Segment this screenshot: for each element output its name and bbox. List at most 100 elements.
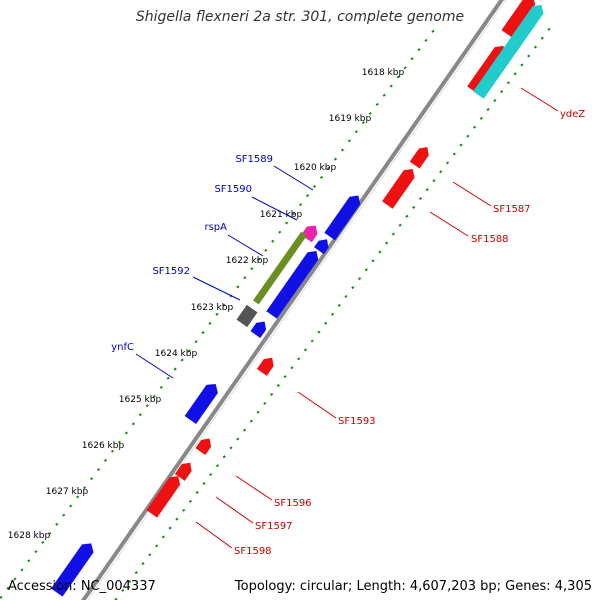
tick-mark-inner bbox=[229, 446, 233, 450]
tick-mark-inner bbox=[405, 214, 409, 218]
tick-mark-inner bbox=[445, 161, 450, 165]
tick-mark-inner bbox=[527, 54, 531, 58]
tick-mark-inner bbox=[466, 134, 470, 138]
tick-mark-inner bbox=[161, 535, 165, 539]
gene-arrow-sf1593-shape bbox=[256, 357, 274, 376]
tick-mark-inner bbox=[134, 571, 138, 575]
tick-mark-outer bbox=[76, 495, 80, 499]
tick-mark-outer bbox=[382, 93, 386, 97]
tick-mark-outer bbox=[180, 358, 184, 362]
tick-mark-outer bbox=[83, 486, 87, 490]
tick-mark-inner bbox=[547, 27, 551, 31]
tick-mark-inner bbox=[303, 348, 308, 352]
tick-mark-inner bbox=[500, 90, 504, 94]
backbone-line bbox=[81, 0, 504, 600]
tick-mark-outer bbox=[396, 75, 400, 79]
tick-mark-outer bbox=[138, 413, 142, 417]
tick-mark-inner bbox=[317, 330, 321, 334]
tick-label: 1622 kbp bbox=[226, 256, 269, 266]
tick-mark-inner bbox=[432, 179, 436, 183]
gene-arrow-rspa-shape bbox=[266, 251, 319, 319]
gene-arrow-sf1589 bbox=[324, 195, 361, 241]
gene-arrow-sf1590-shape bbox=[301, 225, 318, 243]
tick-mark-outer bbox=[319, 175, 324, 179]
tick-mark-inner bbox=[391, 232, 395, 236]
tick-mark-inner bbox=[256, 410, 260, 414]
gene-arrow-red bbox=[467, 45, 506, 94]
gene-arrow-sf1592 bbox=[236, 304, 258, 328]
genome-summary-label: Topology: circular; Length: 4,607,203 bp… bbox=[234, 579, 592, 594]
gene-arrow-sf1598 bbox=[146, 476, 181, 518]
tick-mark-outer bbox=[417, 48, 421, 52]
tick-mark-outer bbox=[69, 504, 73, 508]
tick-mark-outer bbox=[173, 367, 177, 371]
tick-mark-outer bbox=[361, 121, 365, 125]
gene-arrow-ynfc bbox=[250, 321, 267, 338]
gene-label-sf1588-leader bbox=[429, 211, 469, 237]
tick-mark-inner bbox=[398, 223, 402, 227]
tick-mark-inner bbox=[249, 419, 253, 423]
gene-arrow-sf1590 bbox=[301, 225, 318, 243]
tick-mark-inner bbox=[513, 72, 517, 76]
tick-mark-outer bbox=[0, 595, 3, 599]
gene-label-rspa: rspA bbox=[204, 222, 227, 233]
tick-mark-outer bbox=[264, 248, 268, 252]
gene-arrow-sf1587 bbox=[409, 146, 429, 169]
tick-label: 1628 kbp bbox=[8, 531, 51, 541]
tick-mark-inner bbox=[215, 464, 220, 468]
gene-label-sf1596: SF1596 bbox=[274, 498, 312, 509]
tick-mark-outer bbox=[278, 230, 282, 234]
tick-mark-inner bbox=[486, 107, 490, 111]
tick-mark-outer bbox=[306, 194, 310, 198]
tick-mark-inner bbox=[351, 286, 355, 290]
tick-mark-inner bbox=[378, 250, 382, 254]
gene-arrow-olive-shape bbox=[253, 231, 307, 305]
gene-label-sf1590-leader bbox=[251, 196, 298, 221]
tick-mark-outer bbox=[340, 148, 344, 152]
tick-mark-inner bbox=[121, 588, 125, 592]
tick-mark-inner bbox=[459, 143, 463, 147]
gene-arrow-sf1596-shape bbox=[195, 438, 212, 455]
gene-arrow-red-shape bbox=[467, 45, 506, 94]
tick-mark-outer bbox=[48, 531, 52, 535]
tick-mark-outer bbox=[403, 66, 407, 70]
gene-label-sf1589: SF1589 bbox=[235, 154, 273, 165]
tick-mark-inner bbox=[479, 116, 483, 120]
tick-label: 1623 kbp bbox=[191, 303, 234, 313]
gene-arrow-top-red bbox=[501, 0, 536, 38]
tick-mark-inner bbox=[182, 508, 186, 512]
tick-mark-outer bbox=[326, 166, 331, 170]
tick-mark-outer bbox=[410, 57, 414, 61]
tick-mark-inner bbox=[236, 437, 240, 441]
tick-mark-inner bbox=[385, 241, 389, 245]
gene-label-sf1593-leader bbox=[297, 391, 337, 419]
tick-mark-inner bbox=[290, 366, 294, 370]
gene-label-sf1597-leader bbox=[215, 496, 254, 524]
tick-mark-outer bbox=[13, 577, 17, 581]
gene-arrow-small bbox=[314, 239, 329, 255]
tick-mark-outer bbox=[215, 312, 219, 316]
gene-arrow-sf1592-shape bbox=[236, 304, 258, 328]
gene-arrow-forward bbox=[184, 383, 218, 425]
tick-mark-outer bbox=[166, 376, 170, 380]
tick-mark-outer bbox=[333, 157, 338, 161]
tick-mark-outer bbox=[208, 321, 212, 325]
gene-arrow-top-red-shape bbox=[501, 0, 536, 38]
tick-mark-inner bbox=[155, 544, 159, 548]
tick-mark-outer bbox=[41, 541, 45, 545]
tick-mark-inner bbox=[418, 196, 423, 201]
tick-mark-inner bbox=[202, 481, 206, 486]
tick-mark-outer bbox=[299, 203, 303, 207]
gene-arrow-sf1598-shape bbox=[146, 476, 181, 518]
tick-mark-inner bbox=[412, 205, 416, 209]
tick-label: 1627 kbp bbox=[46, 487, 89, 497]
tick-mark-outer bbox=[347, 139, 351, 143]
tick-label: 1621 kbp bbox=[260, 210, 303, 220]
accession-label: Accession: NC_004337 bbox=[8, 579, 156, 594]
tick-mark-inner bbox=[520, 63, 524, 67]
tick-mark-outer bbox=[124, 431, 128, 435]
tick-mark-inner bbox=[310, 339, 314, 343]
gene-arrow-sf1588 bbox=[382, 168, 415, 209]
tick-mark-outer bbox=[285, 221, 289, 225]
